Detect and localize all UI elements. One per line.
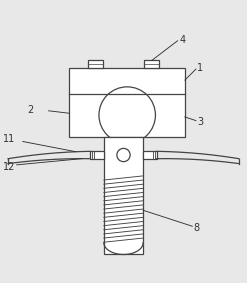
Text: 11: 11: [3, 134, 15, 144]
Bar: [143, 151, 157, 159]
Bar: [90, 151, 104, 159]
Bar: [88, 61, 103, 68]
Text: 1: 1: [197, 63, 203, 73]
Text: 4: 4: [180, 35, 186, 44]
Text: 3: 3: [197, 117, 203, 127]
Text: 12: 12: [3, 162, 16, 172]
Bar: [104, 137, 143, 254]
Bar: [69, 68, 185, 137]
Text: 8: 8: [193, 223, 200, 233]
Text: 2: 2: [28, 105, 34, 115]
Bar: [144, 61, 159, 68]
